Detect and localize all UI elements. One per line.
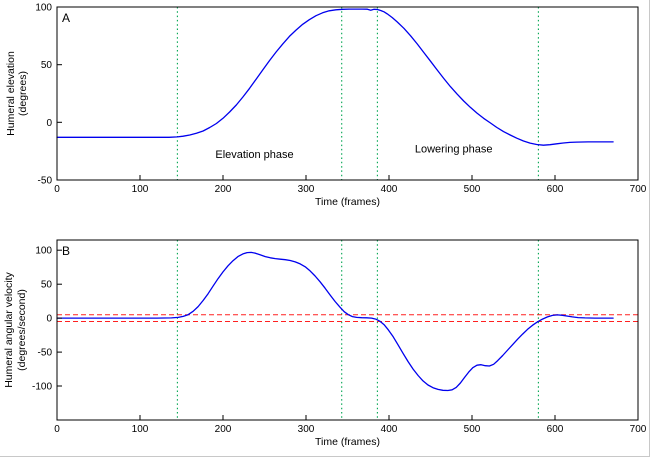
x-tick-label: 700 — [630, 424, 647, 435]
x-tick-label: 400 — [381, 184, 398, 195]
y-tick-label: 100 — [35, 3, 52, 14]
x-tick-label: 400 — [381, 424, 398, 435]
y-tick-label: 100 — [35, 246, 52, 257]
axes-box — [56, 6, 639, 181]
y-tick-label: 0 — [46, 314, 52, 325]
y-tick-label: -100 — [32, 382, 52, 393]
x-tick-label: 600 — [547, 184, 564, 195]
y-tick-label: 50 — [41, 60, 53, 71]
x-tick-label: 600 — [547, 424, 564, 435]
x-tick-label: 500 — [464, 184, 481, 195]
y-tick-label: 50 — [41, 280, 53, 291]
panel-label: B — [62, 244, 70, 258]
x-tick-label: 100 — [132, 424, 149, 435]
x-tick-label: 0 — [54, 184, 60, 195]
y-axis-label: Humeral angular velocity — [3, 271, 15, 387]
x-tick-label: 500 — [464, 424, 481, 435]
axes-box — [56, 239, 639, 421]
x-axis-label: Time (frames) — [315, 196, 380, 208]
x-tick-label: 200 — [215, 184, 232, 195]
x-tick-label: 100 — [132, 184, 149, 195]
x-tick-label: 300 — [298, 424, 315, 435]
phase-annotation: Elevation phase — [215, 149, 293, 161]
x-tick-label: 700 — [630, 184, 647, 195]
panel-label: A — [62, 11, 70, 25]
x-tick-label: 0 — [54, 424, 60, 435]
y-tick-label: -50 — [38, 176, 53, 187]
y-tick-label: 0 — [46, 118, 52, 129]
x-tick-label: 300 — [298, 184, 315, 195]
y-axis-label: (degrees/second) — [16, 289, 28, 371]
y-tick-label: -50 — [38, 348, 53, 359]
y-axis-label: Humeral elevation — [5, 51, 17, 136]
series-humeral-angular-velocity — [56, 251, 614, 392]
x-tick-label: 200 — [215, 424, 232, 435]
y-axis-label: (degrees) — [17, 71, 29, 116]
series-humeral-elevation — [56, 8, 614, 146]
phase-annotation: Lowering phase — [415, 143, 493, 155]
x-axis-label: Time (frames) — [315, 436, 380, 448]
panel-B: 0 100 200 300 400 500 600 700 -100 -50 0 50 100 Time … — [3, 239, 647, 448]
